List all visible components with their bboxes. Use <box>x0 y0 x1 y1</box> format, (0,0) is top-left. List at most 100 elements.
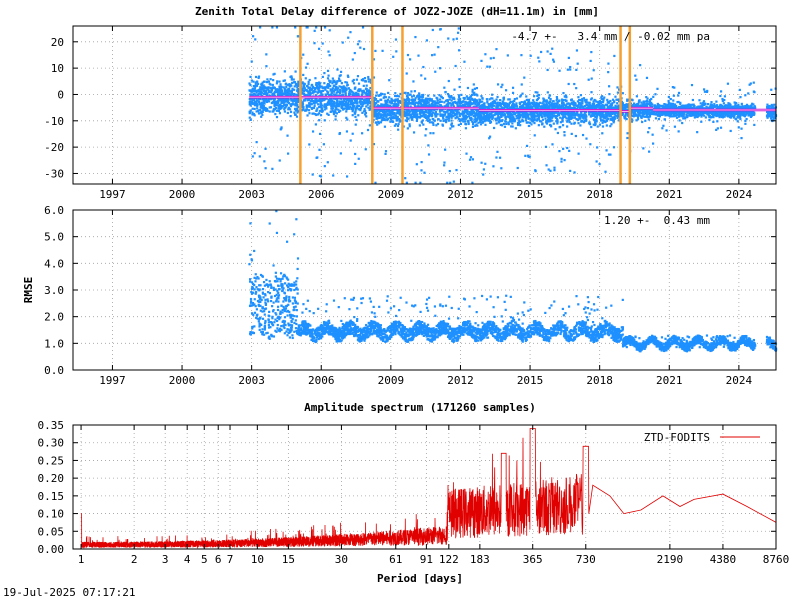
ztd-point <box>294 93 297 96</box>
ztd-point <box>398 112 401 115</box>
ztd-point <box>254 101 258 105</box>
ztd-point <box>654 117 658 120</box>
ztd-point <box>312 91 315 94</box>
ztd-point <box>387 104 391 107</box>
ztd-point <box>738 88 741 92</box>
ztd-point <box>467 115 471 118</box>
ztd-point <box>267 86 270 89</box>
ztd-point <box>266 78 269 81</box>
ztd-point <box>393 113 396 116</box>
ztd-point <box>444 148 447 151</box>
ztd-point <box>318 84 321 87</box>
ztd-point <box>452 125 455 128</box>
ztd-point <box>515 114 518 118</box>
ztd-point <box>276 80 279 83</box>
ztd-point <box>304 109 307 112</box>
ztd-point <box>336 80 339 83</box>
ztd-point <box>611 102 614 105</box>
ztd-point <box>367 90 371 93</box>
ztd-point <box>553 166 556 169</box>
ztd-point <box>377 111 380 114</box>
ztd-point <box>515 102 518 105</box>
ztd-point <box>590 91 593 94</box>
ztd-point <box>294 109 297 112</box>
ztd-point <box>404 177 407 180</box>
ztd-point <box>315 101 318 104</box>
ztd-point <box>314 94 317 97</box>
ztd-point <box>568 105 571 108</box>
ztd-difference-title: Zenith Total Delay difference of JOZ2-JO… <box>195 5 599 18</box>
ztd-point <box>305 85 309 88</box>
ztd-point <box>351 58 354 61</box>
ztd-point <box>251 155 254 158</box>
ztd-point <box>406 101 409 104</box>
ztd-point <box>698 99 701 102</box>
ztd-point <box>272 109 275 112</box>
ztd-point <box>394 103 398 106</box>
ztd-point <box>549 120 552 123</box>
ztd-point <box>520 101 523 104</box>
ztd-point <box>450 113 453 117</box>
ztd-point <box>536 97 539 101</box>
ztd-point <box>453 88 456 91</box>
ztd-point <box>392 108 395 111</box>
ztd-point <box>516 123 520 127</box>
ztd-point <box>645 103 649 106</box>
ztd-point <box>323 119 326 122</box>
ztd-point <box>413 113 416 116</box>
ztd-point <box>588 101 591 104</box>
ztd-point <box>361 111 364 114</box>
ztd-point <box>584 107 587 111</box>
ztd-point <box>452 180 455 183</box>
ztd-point <box>508 98 511 101</box>
ztd-point <box>310 100 314 103</box>
ztd-point <box>256 82 260 86</box>
ztd-point <box>312 112 315 115</box>
ztd-point <box>523 76 526 79</box>
ztd-point <box>413 99 417 102</box>
ztd-point <box>608 112 611 115</box>
ztd-point <box>253 92 256 95</box>
ztd-point <box>292 103 295 106</box>
ztd-point <box>361 132 364 135</box>
ztd-point <box>556 119 559 122</box>
ztd-point <box>359 88 362 91</box>
ztd-point <box>384 150 388 153</box>
ztd-point <box>648 100 651 104</box>
ztd-point <box>348 103 351 106</box>
ztd-point <box>497 120 501 123</box>
ztd-point <box>616 86 619 89</box>
ztd-point <box>347 98 350 101</box>
ztd-point <box>313 87 317 91</box>
ztd-point <box>468 97 471 101</box>
ztd-point <box>666 103 670 107</box>
ztd-point <box>359 109 362 112</box>
ztd-point <box>470 93 474 96</box>
ztd-point <box>471 123 475 126</box>
ztd-point <box>524 154 527 157</box>
ztd-point <box>519 95 522 98</box>
ztd-point <box>261 113 264 117</box>
ztd-point <box>533 95 536 98</box>
ztd-point <box>579 102 582 105</box>
ztd-point <box>346 74 349 77</box>
ztd-point <box>557 111 560 114</box>
ztd-point <box>380 109 383 112</box>
ztd-point <box>662 124 665 127</box>
ztd-point <box>292 81 296 84</box>
ztd-point <box>392 116 396 120</box>
ztd-point <box>473 101 477 104</box>
ztd-point <box>390 120 393 123</box>
ztd-point <box>255 110 258 113</box>
ztd-point <box>283 103 286 106</box>
ztd-point <box>363 107 366 111</box>
ztd-point <box>624 117 627 120</box>
ztd-point <box>620 113 623 116</box>
ztd-point <box>405 95 409 98</box>
ztd-point <box>479 117 482 120</box>
ztd-point <box>447 79 450 83</box>
ztd-point <box>396 105 399 108</box>
ztd-point <box>544 107 547 110</box>
ztd-point <box>573 82 576 86</box>
ztd-point <box>320 107 323 111</box>
